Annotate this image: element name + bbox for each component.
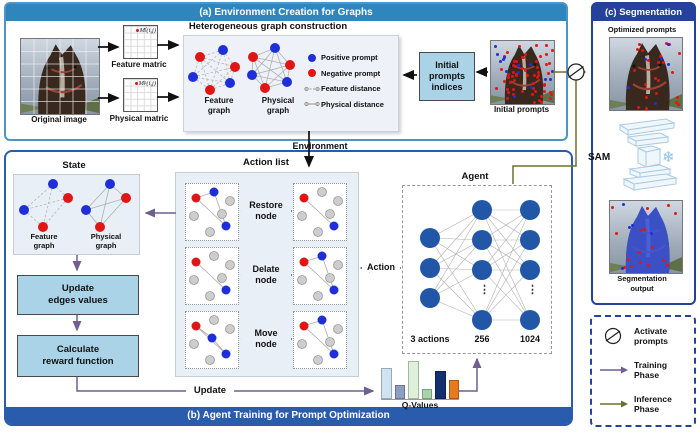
restore-after-box <box>185 183 239 241</box>
agent-neural-network <box>420 200 540 330</box>
horse-photo <box>21 39 99 114</box>
state-physical-graph-label: Physical graph <box>90 232 122 250</box>
initial-prompts-image <box>490 40 555 105</box>
positive-prompt-dot-icon <box>303 53 321 62</box>
q-values-label: Q-Values <box>401 400 439 410</box>
agent-title: Agent <box>461 171 489 182</box>
state-feature-graph <box>19 179 73 232</box>
panel-c-title: (c) Segmentation <box>593 4 694 21</box>
physical-matrix-label: Physical matric <box>109 114 169 123</box>
environment-label: Environment <box>292 141 348 151</box>
sam-label: SAM <box>588 152 611 163</box>
move-before-graph <box>297 315 343 365</box>
prompt-dots <box>610 201 682 273</box>
legend-item: Physical distance <box>303 97 397 113</box>
move-after-box <box>185 311 239 369</box>
initial-prompts-indices-box: Initial prompts indices <box>419 52 475 101</box>
optimized-prompts-label: Optimized prompts <box>607 25 677 34</box>
negative-prompt-dot-icon <box>303 69 321 78</box>
legend-item: Positive prompt <box>303 50 397 66</box>
optimized-prompts-image <box>609 37 683 111</box>
activate-switch-icon <box>567 63 585 81</box>
state-title: State <box>62 160 86 171</box>
state-physical-graph <box>81 179 131 232</box>
panel-a-title: (a) Environment Creation for Graphs <box>6 4 566 21</box>
sam-model-icon <box>618 118 678 191</box>
restore-after-graph <box>189 187 235 237</box>
grid-overlay <box>21 39 99 114</box>
update-arrow-label: Update <box>186 385 234 396</box>
state-panel <box>13 174 140 255</box>
matrix-cell-dot <box>134 82 138 85</box>
graph-legend: Positive prompt Negative prompt Feature … <box>303 50 397 112</box>
legend-item-activate: Activate prompts <box>598 326 688 346</box>
action-arrow-label: Action <box>362 262 400 272</box>
delate-node-label: Delate node <box>241 264 291 286</box>
action-list-title: Action list <box>243 157 289 168</box>
physical-graph-label: Physical graph <box>261 96 295 115</box>
snowflake-icon: ❄ <box>662 149 675 166</box>
physical-distance-line-icon <box>303 100 321 108</box>
panel-b-title: (b) Agent Training for Prompt Optimizati… <box>6 407 571 424</box>
legend-item: Negative prompt <box>303 66 397 82</box>
agent-layer-label-1024: 1024 <box>519 334 541 344</box>
hidden-nodes-ellipsis: ⋮ <box>527 284 538 296</box>
feature-graph <box>188 45 240 95</box>
original-image-label: Original image <box>31 115 87 124</box>
prompt-dots <box>491 41 554 104</box>
move-node-label: Move node <box>241 328 291 350</box>
hidden-nodes-ellipsis: ⋮ <box>479 284 490 296</box>
matrix-cell-dot <box>135 29 139 32</box>
move-before-box <box>293 311 347 369</box>
physical-graph <box>247 43 295 93</box>
restore-before-box <box>293 183 347 241</box>
agent-layer-label-actions: 3 actions <box>410 334 450 344</box>
update-edges-box: Update edges values <box>17 275 139 315</box>
calculate-reward-box: Calculate reward function <box>17 335 139 377</box>
agent-layer-label-256: 256 <box>474 334 490 344</box>
legend-item: Feature distance <box>303 81 397 97</box>
state-feature-graph-label: Feature graph <box>30 232 58 250</box>
legend-item-inference: Inference Phase <box>598 394 688 414</box>
delate-before-graph <box>297 251 343 301</box>
segmentation-output-label: Segmentation output <box>617 274 667 293</box>
delate-after-graph <box>189 251 235 301</box>
construction-title: Heterogeneous graph construction <box>188 21 348 32</box>
original-image <box>20 38 100 115</box>
training-arrow-icon <box>600 366 628 374</box>
prompt-dots <box>610 38 682 110</box>
move-after-graph <box>189 315 235 365</box>
restore-node-label: Restore node <box>241 200 291 222</box>
figure-legend: Activate prompts Training Phase Inferenc… <box>590 315 696 427</box>
feature-matrix-label: Feature matric <box>111 60 167 69</box>
q-values-chart <box>381 361 459 400</box>
initial-prompts-label: Initial prompts <box>493 105 550 114</box>
delate-after-box <box>185 247 239 305</box>
segmentation-output-image <box>609 200 683 274</box>
feature-graph-label: Feature graph <box>204 96 234 115</box>
activate-switch-icon <box>604 327 622 345</box>
delate-before-box <box>293 247 347 305</box>
inference-arrow-icon <box>600 400 628 408</box>
feature-distance-line-icon <box>303 85 321 93</box>
legend-item-training: Training Phase <box>598 360 688 380</box>
restore-before-graph <box>297 187 343 237</box>
